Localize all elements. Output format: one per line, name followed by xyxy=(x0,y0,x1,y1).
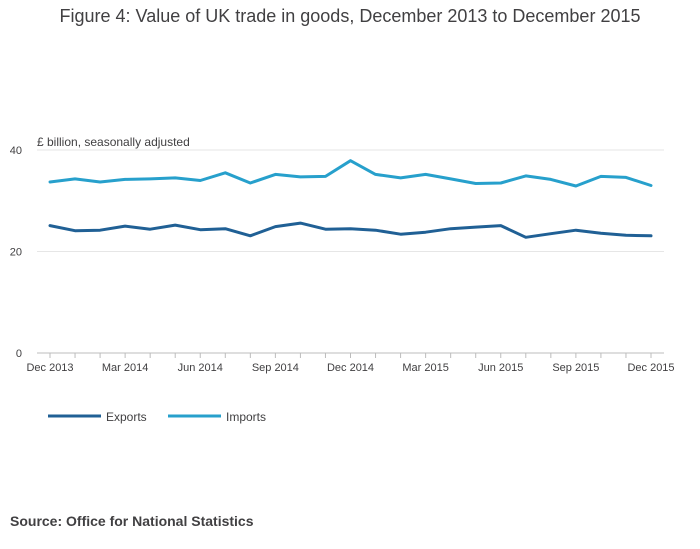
y-axis-label: £ billion, seasonally adjusted xyxy=(37,135,190,149)
y-tick-label: 0 xyxy=(16,348,22,360)
axes: 0 20 40 Dec 2013 Mar 2014 Jun 2014 Sep 2014 Dec… xyxy=(10,145,675,374)
x-tick-label: Dec 2014 xyxy=(327,362,374,374)
source-note: Source: Office for National Statistics xyxy=(10,513,254,529)
x-tick-label: Mar 2014 xyxy=(102,362,148,374)
x-tick-label: Mar 2015 xyxy=(402,362,448,374)
x-tick-label: Jun 2015 xyxy=(478,362,523,374)
legend-label-exports: Exports xyxy=(106,410,147,424)
legend-label-imports: Imports xyxy=(226,410,266,424)
y-tick-label: 40 xyxy=(10,145,22,157)
series-line-imports xyxy=(48,159,653,188)
x-tick-label: Sep 2015 xyxy=(552,362,599,374)
x-tick-label: Sep 2014 xyxy=(252,362,299,374)
legend: Exports Imports xyxy=(48,410,266,424)
y-tick-label: 20 xyxy=(10,247,22,259)
chart-title: Figure 4: Value of UK trade in goods, De… xyxy=(59,6,641,26)
x-tick-label: Jun 2014 xyxy=(178,362,223,374)
x-tick-label: Dec 2013 xyxy=(26,362,73,374)
series-lines xyxy=(48,159,653,239)
x-tick-label: Dec 2015 xyxy=(627,362,674,374)
series-line-exports xyxy=(48,221,653,239)
